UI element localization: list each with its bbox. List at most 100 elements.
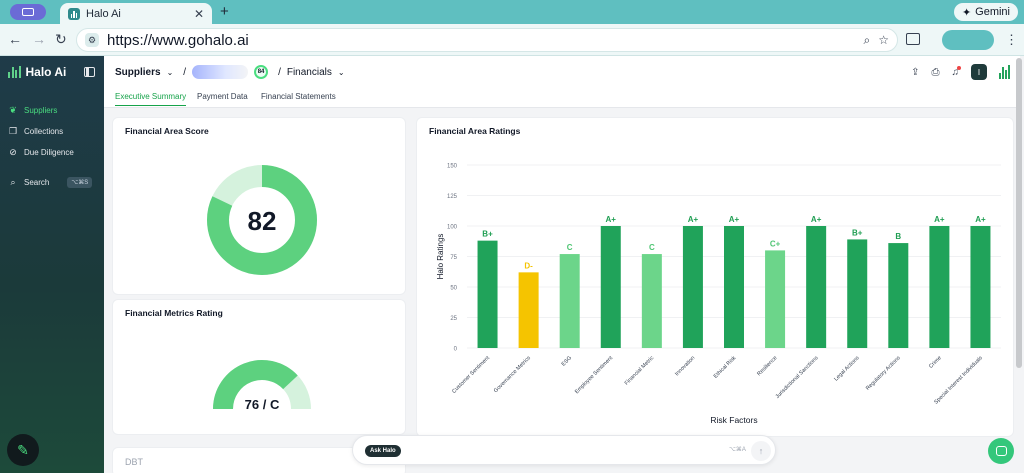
bar (888, 243, 909, 348)
x-tick-label: Innovation (674, 355, 696, 377)
search-icon: ⌕ (10, 177, 16, 187)
bar (765, 250, 786, 348)
app-sidebar: Halo Ai ❦ Suppliers ❒ Collections ⊘ Due … (0, 56, 104, 473)
back-arrow-icon[interactable]: ← (8, 31, 22, 47)
x-tick-label: Special Interest Individuals (933, 355, 984, 406)
url-text[interactable]: https://www.gohalo.ai (107, 31, 249, 49)
share-icon[interactable]: ⇪ (911, 66, 920, 78)
profile-button[interactable] (10, 4, 46, 20)
x-tick-label: Ethical Risk (713, 355, 738, 380)
ask-shortcut: ⌥⌘A (729, 447, 746, 453)
bar (970, 226, 991, 348)
ratings-chart: 0 25 50 75 100 125 150 Halo Ratings Risk Factors… (436, 164, 1001, 425)
gauge-fill (213, 360, 298, 410)
financial-area-ratings-card: Financial Area Ratings 0 25 50 75 100 125 150 H… (416, 117, 1014, 437)
browser-tab[interactable]: Halo Ai ✕ (60, 3, 212, 24)
bar (806, 226, 827, 348)
extension-button[interactable] (942, 30, 994, 50)
search-shortcut: ⌥⌘S (67, 177, 93, 188)
x-tick-label: Jurisdictional Sanctions (775, 355, 820, 400)
sidebar-item-suppliers[interactable]: ❦ Suppliers (8, 105, 57, 116)
page-scrollbar[interactable] (1016, 58, 1022, 368)
chat-support-button[interactable] (988, 438, 1014, 464)
bar (641, 254, 662, 348)
layers-icon: ❒ (8, 126, 18, 136)
score-donut: 82 (207, 165, 317, 275)
sidebar-item-search[interactable]: ⌕ Search ⌥⌘S (8, 177, 93, 188)
tab-payment-data[interactable]: Payment Data (197, 92, 248, 101)
halo-favicon-icon (68, 7, 80, 20)
bar-grade-label: A+ (975, 215, 986, 224)
bar (600, 226, 621, 348)
x-tick-label: Regulatory Actions (865, 355, 902, 392)
page-header: Suppliers ⌄ / 84 / Financials ⌄ ⇪ ⎙ ♫ I (104, 56, 1020, 86)
bar-grade-label: A+ (688, 215, 699, 224)
bar (847, 239, 868, 348)
tab-executive-summary[interactable]: Executive Summary (115, 92, 187, 106)
breadcrumb-suppliers[interactable]: Suppliers (115, 66, 161, 78)
bar-grade-label: B (895, 232, 901, 241)
bar-grade-label: C (567, 243, 573, 252)
reload-icon[interactable]: ↻ (55, 31, 67, 47)
ask-halo-bar[interactable]: Ask Halo ⌥⌘A ↑ (352, 435, 776, 465)
new-tab-button[interactable]: + (220, 3, 229, 20)
bar-grade-label: A+ (811, 215, 822, 224)
x-tick-label: Crime (928, 355, 943, 370)
score-value: 82 (248, 206, 277, 236)
y-tick-label: 100 (447, 225, 458, 231)
brand[interactable]: Halo Ai (8, 65, 66, 79)
chevron-down-icon[interactable]: ⌄ (166, 67, 174, 77)
avatar[interactable]: I (971, 64, 987, 80)
bar-grade-label: A+ (729, 215, 740, 224)
halo-logo-icon[interactable] (999, 65, 1010, 79)
bar-grade-label: C+ (770, 239, 781, 248)
bar (477, 240, 498, 348)
y-tick-label: 150 (447, 164, 458, 170)
gemini-button[interactable]: ✦ Gemini (953, 3, 1018, 21)
url-bar[interactable]: ⚙ https://www.gohalo.ai ⌕ ☆ (76, 28, 898, 52)
y-tick-label: 50 (450, 286, 457, 292)
breadcrumb-separator: / (278, 66, 281, 78)
sidebar-item-due-diligence[interactable]: ⊘ Due Diligence (8, 147, 74, 158)
chart-title: Financial Area Ratings (429, 126, 521, 136)
link-icon: ⊘ (9, 147, 17, 157)
y-axis-label: Halo Ratings (436, 234, 445, 280)
bar (682, 226, 703, 348)
site-info-icon[interactable]: ⚙ (85, 33, 99, 47)
sidebar-item-label: Suppliers (24, 106, 58, 115)
card-title: DBT (125, 457, 143, 467)
notification-bell-icon[interactable]: ♫ (951, 65, 961, 78)
y-tick-label: 75 (450, 255, 457, 261)
supplier-name-redacted[interactable] (192, 65, 249, 79)
breadcrumb: Suppliers ⌄ / 84 / Financials ⌄ (115, 65, 345, 79)
send-arrow-icon[interactable]: ↑ (751, 441, 771, 461)
bar-grade-label: B+ (482, 230, 493, 239)
tab-search-icon[interactable] (906, 33, 920, 45)
x-tick-label: Customer Sentiment (451, 355, 491, 395)
tab-bar: Executive Summary Payment Data Financial… (104, 86, 1020, 108)
print-icon[interactable]: ⎙ (931, 66, 940, 78)
zoom-icon[interactable]: ⌕ (863, 32, 871, 47)
rating-gauge: 76 / C (213, 360, 311, 412)
sidebar-item-collections[interactable]: ❒ Collections (8, 126, 63, 137)
gemini-label: Gemini (975, 6, 1010, 18)
sidebar-item-label: Collections (24, 127, 64, 136)
browser-menu-icon[interactable]: ⋮ (1005, 32, 1018, 47)
breadcrumb-financials[interactable]: Financials (286, 66, 332, 78)
card-title: Financial Metrics Rating (125, 308, 223, 318)
compose-button[interactable]: ✎ (7, 434, 39, 466)
bar-grade-label: D- (524, 261, 533, 270)
forward-arrow-icon[interactable]: → (32, 31, 46, 47)
y-tick-label: 0 (454, 347, 458, 353)
card-title: Financial Area Score (125, 126, 209, 136)
chevron-down-icon[interactable]: ⌄ (337, 67, 345, 77)
x-tick-label: Financial Metric (624, 355, 656, 387)
tab-financial-statements[interactable]: Financial Statements (261, 92, 336, 101)
x-tick-label: Employee Sentiment (574, 355, 614, 395)
leaf-icon: ❦ (9, 105, 17, 115)
bar-grade-label: B+ (852, 228, 863, 237)
bookmark-star-icon[interactable]: ☆ (878, 33, 889, 47)
close-tab-icon[interactable]: ✕ (193, 6, 204, 21)
collapse-sidebar-icon[interactable] (84, 67, 95, 77)
halo-logo-icon (8, 66, 21, 78)
